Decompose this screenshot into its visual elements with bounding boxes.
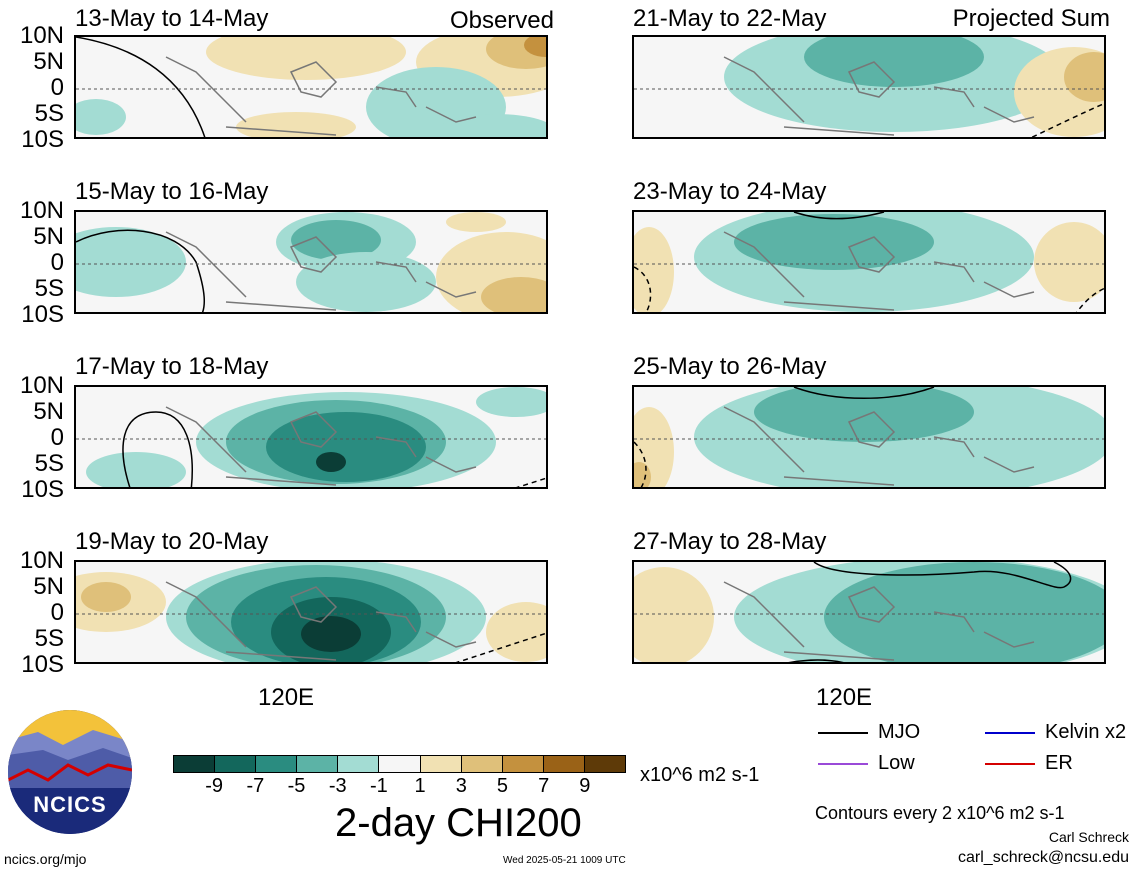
colorbar-tick-label: 7 (538, 775, 550, 797)
legend-line-low (818, 763, 868, 765)
panel-title-left-1: 13-May to 14-May (75, 5, 269, 32)
colorbar-tick-label: 1 (414, 775, 426, 797)
map-panel-right-2 (632, 210, 1106, 314)
anomaly-map (76, 37, 546, 137)
ncics-logo-text: NCICS (33, 792, 107, 817)
colorbar-swatch (174, 756, 216, 772)
lat-label: 5N (33, 223, 64, 250)
legend-label-mjo: MJO (878, 721, 921, 743)
anomaly-map (76, 387, 546, 487)
author-email: carl_schreck@ncsu.edu (958, 849, 1129, 866)
colorbar-tick-label: -1 (370, 775, 388, 797)
legend-line-mjo (818, 732, 868, 734)
panel-title-right-3: 25-May to 26-May (633, 353, 827, 380)
panel-title-right-4: 27-May to 28-May (633, 528, 827, 555)
author-name: Carl Schreck (1048, 829, 1129, 845)
anomaly-map (634, 387, 1104, 487)
site-link[interactable]: ncics.org/mjo (4, 851, 87, 867)
map-panel-left-4 (74, 560, 548, 664)
panel-title-left-2: 15-May to 16-May (75, 178, 269, 205)
colorbar-swatch (379, 756, 421, 772)
colorbar-swatch (420, 756, 462, 772)
colorbar-tick-label: 9 (579, 775, 591, 797)
map-panel-right-3 (632, 385, 1106, 489)
colorbar-tick-label: -7 (246, 775, 265, 797)
legend-label-er: ER (1045, 752, 1073, 774)
observed-label: Observed (449, 7, 554, 34)
panel-title-right-2: 23-May to 24-May (633, 178, 827, 205)
map-panel-left-1 (74, 35, 548, 139)
projected-sum-label: Projected Sum (952, 5, 1110, 32)
colorbar-tick-label: -9 (205, 775, 224, 797)
colorbar-swatch (502, 756, 544, 772)
lat-label: 5S (34, 450, 64, 477)
lat-label: 5N (33, 398, 64, 425)
lat-label: 10S (21, 301, 64, 328)
lat-label: 0 (50, 424, 64, 451)
colorbar-title: 2-day CHI200 (335, 801, 582, 845)
anomaly-map (76, 212, 546, 312)
colorbar-swatch (256, 756, 298, 772)
anomaly-map (634, 562, 1104, 662)
colorbar-units: x10^6 m2 s-1 (640, 764, 760, 786)
lon-label-left: 120E (258, 684, 315, 711)
lat-label: 5N (33, 573, 64, 600)
lat-label: 5N (33, 48, 64, 75)
map-panel-right-1 (632, 35, 1106, 139)
legend-line-kelvin (985, 732, 1035, 734)
colorbar (173, 755, 626, 773)
timestamp: Wed 2025-05-21 1009 UTC (503, 855, 626, 866)
lat-label: 0 (50, 599, 64, 626)
legend-label-low: Low (878, 752, 915, 774)
colorbar-tick-label: 5 (496, 775, 509, 797)
lat-label: 10N (19, 22, 64, 49)
legend-label-kelvin: Kelvin x2 (1045, 721, 1127, 743)
legend-line-er (985, 763, 1035, 765)
anomaly-map (76, 562, 546, 662)
panel-title-left-3: 17-May to 18-May (75, 353, 269, 380)
map-panel-right-4 (632, 560, 1106, 664)
lat-label: 5S (34, 275, 64, 302)
lat-label: 10S (21, 476, 64, 503)
map-panel-left-3 (74, 385, 548, 489)
panel-title-right-1: 21-May to 22-May (633, 5, 827, 32)
lat-label: 10N (19, 197, 64, 224)
ncics-logo: NCICS (8, 710, 132, 834)
contour-interval-note: Contours every 2 x10^6 m2 s-1 (815, 803, 1065, 823)
lat-label: 10N (19, 372, 64, 399)
lat-label: 10N (19, 547, 64, 574)
lat-label: 0 (50, 249, 64, 276)
lat-label: 10S (21, 126, 64, 153)
colorbar-swatch (297, 756, 339, 772)
colorbar-tick-label: -5 (287, 775, 306, 797)
colorbar-tick-label: -3 (328, 775, 347, 797)
lat-label: 10S (21, 651, 64, 678)
colorbar-swatch (215, 756, 257, 772)
lat-label: 5S (34, 100, 64, 127)
anomaly-map (634, 212, 1104, 312)
anomaly-map (634, 37, 1104, 137)
map-panel-left-2 (74, 210, 548, 314)
colorbar-swatch (584, 756, 626, 772)
lat-label: 0 (50, 74, 64, 101)
lat-label: 5S (34, 625, 64, 652)
lon-label-right: 120E (816, 684, 873, 711)
colorbar-tick-label: 3 (455, 775, 467, 797)
colorbar-swatch (543, 756, 585, 772)
colorbar-swatch (461, 756, 503, 772)
panel-title-left-4: 19-May to 20-May (75, 528, 269, 555)
colorbar-swatch (338, 756, 380, 772)
